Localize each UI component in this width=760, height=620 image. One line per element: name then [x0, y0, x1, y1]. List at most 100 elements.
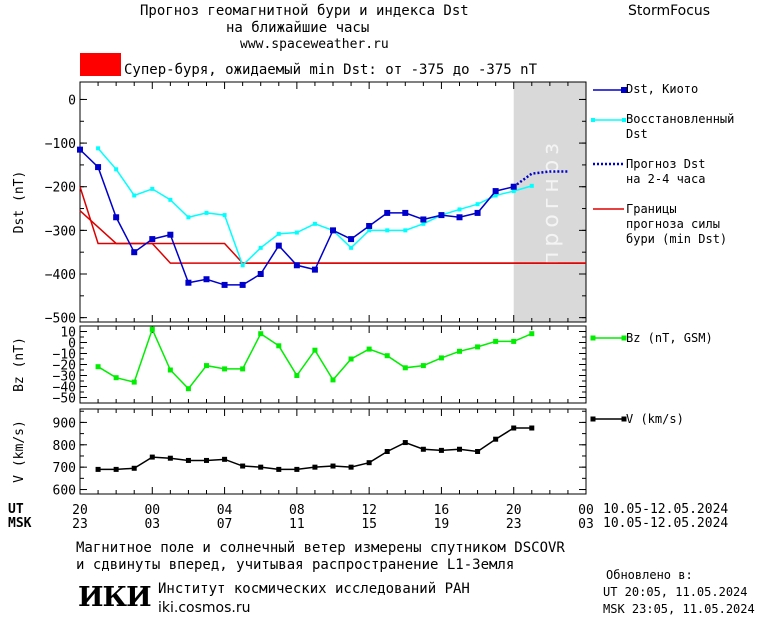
y-tick-label: 700 [53, 461, 76, 476]
bz-point [493, 338, 499, 344]
legend-dst-kyoto-marker [621, 87, 627, 93]
legend-v-marker [590, 416, 596, 422]
dst-restored-point [150, 186, 155, 191]
dst-restored-point [276, 231, 281, 236]
v-point [294, 466, 300, 472]
dst-kyoto-point [384, 209, 391, 216]
dst-restored-point [114, 167, 119, 172]
dst-kyoto-point [167, 231, 174, 238]
dst-kyoto-point [131, 249, 138, 256]
bz-point [384, 353, 390, 359]
bz-point [402, 365, 408, 371]
dst-restored-point [168, 197, 173, 202]
y-tick-label: −40 [53, 381, 76, 396]
bz-point [475, 344, 481, 350]
y-tick-label: −500 [45, 312, 76, 327]
dst-restored-point [385, 228, 390, 233]
site-link[interactable]: www.spaceweather.ru [240, 37, 389, 52]
ut-tick-label: 20 [72, 503, 88, 518]
bounds-line-lower [79, 210, 586, 264]
dst-restored-point [258, 245, 263, 250]
v-point [420, 446, 426, 452]
v-point [384, 449, 390, 454]
y-tick-label: 0 [68, 337, 76, 352]
legend-dst-restored-marker [591, 118, 595, 122]
msk-tick-label: 19 [434, 517, 450, 532]
dst-kyoto-point [239, 281, 246, 288]
bounds-line-upper [79, 186, 586, 264]
bz-point [348, 356, 354, 362]
dst-restored-point [222, 213, 227, 218]
v-point [402, 440, 408, 446]
dst-kyoto-point [474, 209, 481, 216]
msk-tick-label: 03 [578, 517, 594, 532]
panel-frame [79, 81, 587, 323]
dst-kyoto-point [185, 279, 192, 286]
legend-dst-restored-1: Восстановленный [626, 112, 735, 126]
dst-restored-point [475, 202, 480, 207]
legend-dst-restored-marker [622, 118, 626, 122]
institute-url[interactable]: iki.cosmos.ru [158, 600, 251, 616]
dst-restored-point [367, 228, 372, 233]
y-tick-label: −400 [45, 268, 76, 283]
v-point [204, 457, 209, 463]
dst-restored-point [204, 210, 209, 215]
legend-v-marker [621, 416, 627, 422]
dst-kyoto-point [221, 281, 228, 288]
dst-restored-point [529, 183, 534, 188]
bz-point [330, 377, 336, 383]
ut-tick-label: 20 [506, 503, 522, 518]
v-line [98, 427, 532, 471]
dst-kyoto-point [348, 236, 355, 243]
dst-kyoto-point [149, 236, 156, 243]
ut-tick-label: 12 [361, 503, 377, 518]
dst-kyoto-point [95, 164, 102, 171]
bz-point [149, 326, 155, 332]
bz-point [258, 331, 264, 337]
dst-kyoto-point [366, 223, 373, 229]
v-point [493, 436, 499, 442]
dst-kyoto-point [293, 262, 300, 269]
panel-frame [79, 408, 587, 495]
bz-point [457, 348, 462, 354]
y-tick-label: 800 [53, 439, 76, 454]
v-point [348, 464, 354, 470]
msk-axis-label: MSK [8, 516, 32, 531]
v-point [366, 460, 372, 466]
ut-date-range: 10.05-12.05.2024 [603, 502, 729, 517]
dst-restored-point [403, 228, 408, 233]
y-axis-label: V (km/s) [12, 420, 27, 483]
y-tick-label: 0 [68, 93, 76, 108]
bz-point [366, 346, 372, 352]
bz-point [529, 331, 535, 337]
storm-level-swatch [80, 53, 121, 76]
bz-point [294, 373, 300, 378]
dst-kyoto-point [420, 216, 427, 223]
dst-restored-point [349, 245, 354, 250]
v-point [438, 447, 444, 453]
dst-kyoto-point [311, 266, 318, 273]
bz-point [240, 366, 246, 372]
dst-restored-point [96, 146, 101, 151]
msk-tick-label: 23 [506, 517, 522, 532]
legend-forecast-1: Прогноз Dst [626, 157, 706, 171]
y-tick-label: 900 [53, 416, 76, 431]
dst-kyoto-point [203, 276, 210, 283]
msk-tick-label: 07 [217, 517, 233, 532]
updated-ut: UT 20:05, 11.05.2024 [603, 585, 748, 599]
bz-line [97, 327, 533, 390]
dst-kyoto-point [492, 188, 499, 195]
bz-point [95, 364, 101, 370]
msk-tick-label: 03 [144, 517, 160, 532]
dst-kyoto-point [438, 212, 445, 219]
legend-bounds-2: прогноза силы [626, 217, 720, 231]
dst-kyoto-point [113, 214, 120, 221]
y-tick-label: −30 [53, 370, 76, 385]
y-tick-label: −100 [45, 137, 76, 152]
brand-label: StormFocus [628, 3, 711, 19]
v-point [222, 456, 228, 462]
ut-tick-label: 00 [578, 503, 594, 518]
legend-bz-marker [621, 335, 627, 341]
v-point [240, 463, 246, 469]
